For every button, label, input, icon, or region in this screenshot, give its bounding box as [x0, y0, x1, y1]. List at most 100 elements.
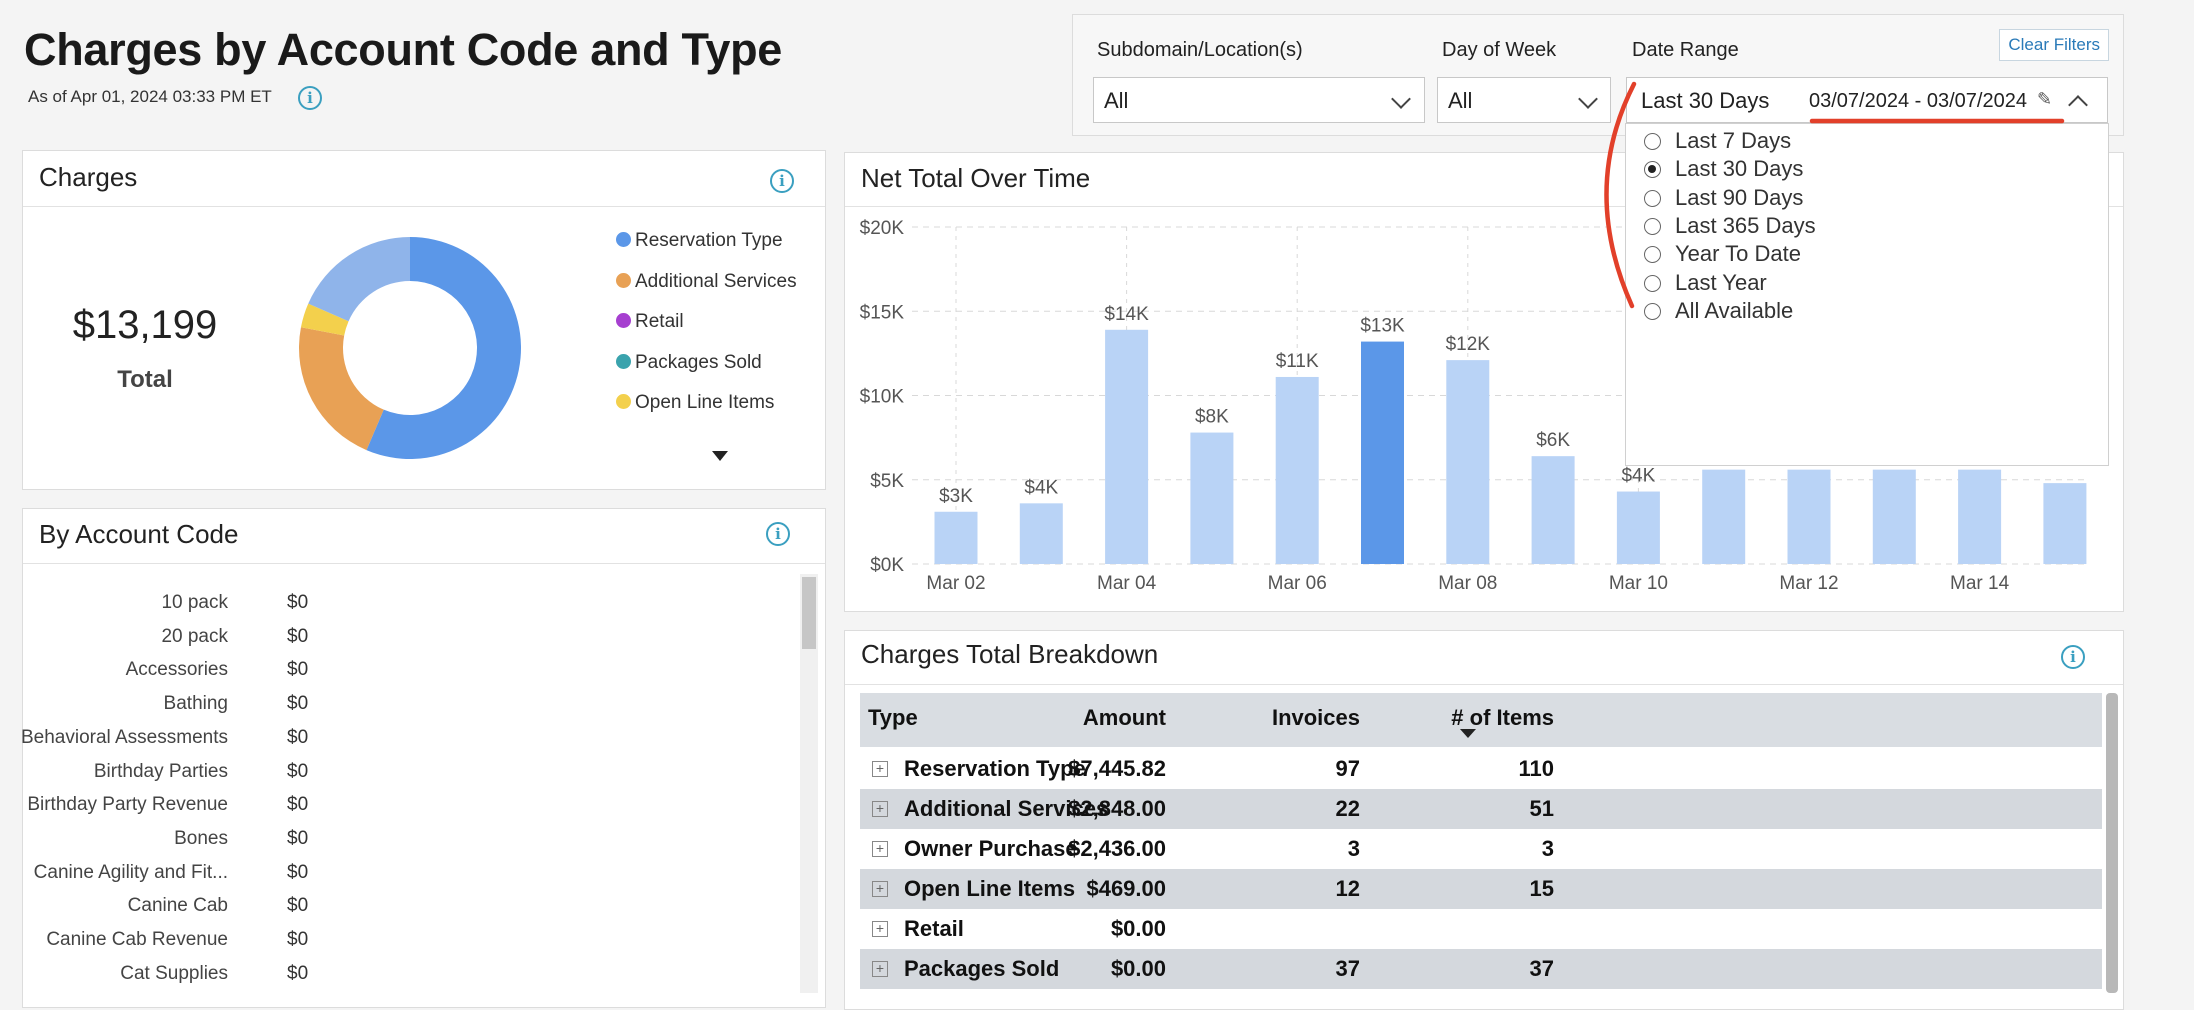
legend-label: Reservation Type [635, 230, 783, 251]
legend-scroll-down-icon[interactable] [712, 451, 728, 461]
date-range-dates: 03/07/2024 - 03/07/2024 [1809, 90, 2027, 112]
radio-button[interactable] [1644, 189, 1661, 207]
legend-item[interactable]: Reservation Type [616, 230, 783, 252]
column-header-invoices[interactable]: Invoices [1271, 705, 1360, 730]
bar-mar-15[interactable] [2043, 483, 2087, 564]
radio-button[interactable] [1644, 302, 1661, 320]
date-range-option[interactable]: Last Year [1644, 270, 1767, 296]
x-tick-label: Mar 10 [1609, 573, 1668, 594]
account-code-name: 10 pack [161, 592, 228, 613]
info-icon[interactable]: i [2061, 645, 2085, 669]
date-range-option[interactable]: Last 30 Days [1644, 156, 1803, 182]
account-code-value: $0 [287, 693, 309, 715]
column-header-items[interactable]: # of Items [1451, 705, 1554, 730]
date-range-dropdown: Last 7 Days Last 30 Days Last 90 Days Last … [1625, 123, 2109, 466]
info-icon[interactable]: i [298, 86, 322, 110]
legend-item[interactable]: Open Line Items [616, 392, 774, 414]
date-range-option[interactable]: Last 7 Days [1644, 128, 1791, 154]
account-code-value: $0 [287, 726, 309, 748]
option-label: All Available [1675, 297, 1794, 323]
expand-plus-icon[interactable]: + [872, 801, 888, 817]
bar-data-label: $6K [1536, 430, 1570, 451]
x-tick-label: Mar 14 [1950, 573, 2010, 594]
date-range-label: Date Range [1632, 39, 1739, 61]
account-code-name: Canine Cab [127, 895, 228, 917]
table-row[interactable]: + Additional Services $2,848.00 22 51 [860, 789, 2102, 829]
y-tick-label: $0K [870, 555, 904, 576]
donut-slice-additional-services[interactable] [299, 327, 384, 451]
account-code-panel: By Account Code i [22, 508, 826, 1008]
radio-button[interactable] [1644, 133, 1661, 150]
bar-mar-07[interactable] [1361, 341, 1404, 564]
bar-mar-09[interactable] [1531, 456, 1575, 564]
cell-items: 110 [1518, 756, 1555, 781]
subdomain-select[interactable]: All [1093, 77, 1425, 123]
bar-mar-03[interactable] [1019, 503, 1063, 564]
option-label: Last 365 Days [1675, 212, 1816, 238]
bar-mar-04[interactable] [1105, 329, 1149, 564]
legend-item[interactable]: Packages Sold [616, 352, 762, 374]
bar-mar-06[interactable] [1275, 376, 1319, 564]
y-tick-label: $5K [870, 471, 904, 492]
table-row[interactable]: + Owner Purchase $2,436.00 3 3 [860, 829, 2102, 869]
bar-mar-11[interactable] [1702, 469, 1746, 564]
legend-label: Packages Sold [635, 351, 762, 373]
date-range-option[interactable]: Last 365 Days [1644, 213, 1816, 239]
date-range-option[interactable]: Last 90 Days [1644, 185, 1803, 211]
bar-mar-12[interactable] [1787, 469, 1831, 564]
account-code-name: Accessories [125, 659, 228, 681]
date-range-option[interactable]: All Available [1644, 298, 1793, 324]
expand-plus-icon[interactable]: + [872, 761, 888, 777]
bar-mar-05[interactable] [1190, 432, 1234, 564]
info-icon[interactable]: i [766, 522, 790, 546]
expand-plus-icon[interactable]: + [872, 961, 888, 977]
radio-button[interactable] [1644, 246, 1661, 264]
account-code-name: Behavioral Assessments [21, 726, 228, 748]
table-row[interactable]: + Packages Sold $0.00 37 37 [860, 949, 2102, 989]
account-code-name: Cat Supplies [120, 962, 228, 984]
table-row[interactable]: + Open Line Items $469.00 12 15 [860, 869, 2102, 909]
column-header-amount[interactable]: Amount [1082, 705, 1166, 730]
panel-title: Net Total Over Time [861, 163, 1091, 193]
bar-mar-08[interactable] [1446, 360, 1490, 564]
bar-mar-14[interactable] [1958, 469, 2002, 564]
bar-mar-10[interactable] [1616, 491, 1660, 564]
expand-plus-icon[interactable]: + [872, 881, 888, 897]
account-code-name: Birthday Party Revenue [27, 794, 228, 816]
donut-slice-reservation-type[interactable] [366, 237, 521, 459]
date-range-select[interactable]: Last 30 Days 03/07/2024 - 03/07/2024 ✎ [1626, 77, 2108, 123]
divider [845, 206, 2123, 207]
day-of-week-select[interactable]: All [1437, 77, 1611, 123]
legend-label: Retail [635, 311, 684, 332]
cell-type: Retail [904, 916, 964, 941]
bar-mar-02[interactable] [934, 511, 978, 564]
subdomain-value: All [1104, 88, 1129, 113]
account-code-value: $0 [287, 827, 309, 849]
table-row[interactable]: + Retail $0.00 [860, 909, 2102, 949]
legend-item[interactable]: Additional Services [616, 271, 797, 293]
pencil-icon[interactable]: ✎ [2037, 89, 2053, 109]
scrollbar-track[interactable] [800, 574, 818, 993]
expand-plus-icon[interactable]: + [872, 921, 888, 937]
info-icon[interactable]: i [770, 169, 794, 193]
cell-type: Packages Sold [904, 956, 1060, 981]
bar-mar-13[interactable] [1872, 469, 1916, 564]
option-label: Last 30 Days [1675, 156, 1804, 182]
date-range-option[interactable]: Year To Date [1644, 241, 1801, 267]
legend-item[interactable]: Retail [616, 311, 684, 333]
table-header: Type Amount Invoices # of Items [860, 693, 2102, 747]
scrollbar-thumb[interactable] [802, 577, 816, 649]
radio-button[interactable] [1644, 274, 1661, 292]
legend-label: Open Line Items [635, 392, 775, 413]
expand-plus-icon[interactable]: + [872, 841, 888, 857]
donut-slice-other[interactable] [308, 237, 410, 322]
column-header-type[interactable]: Type [868, 705, 918, 730]
divider [845, 684, 2123, 685]
radio-button[interactable] [1644, 217, 1661, 235]
radio-button[interactable] [1644, 161, 1661, 179]
table-row[interactable]: + Reservation Type $7,445.82 97 110 [860, 749, 2102, 789]
table-scrollbar[interactable] [2106, 693, 2118, 993]
clear-filters-button[interactable]: Clear Filters [1999, 29, 2109, 61]
donut-slice-open-line-items[interactable] [300, 303, 349, 336]
sort-desc-icon[interactable] [1460, 729, 1476, 738]
